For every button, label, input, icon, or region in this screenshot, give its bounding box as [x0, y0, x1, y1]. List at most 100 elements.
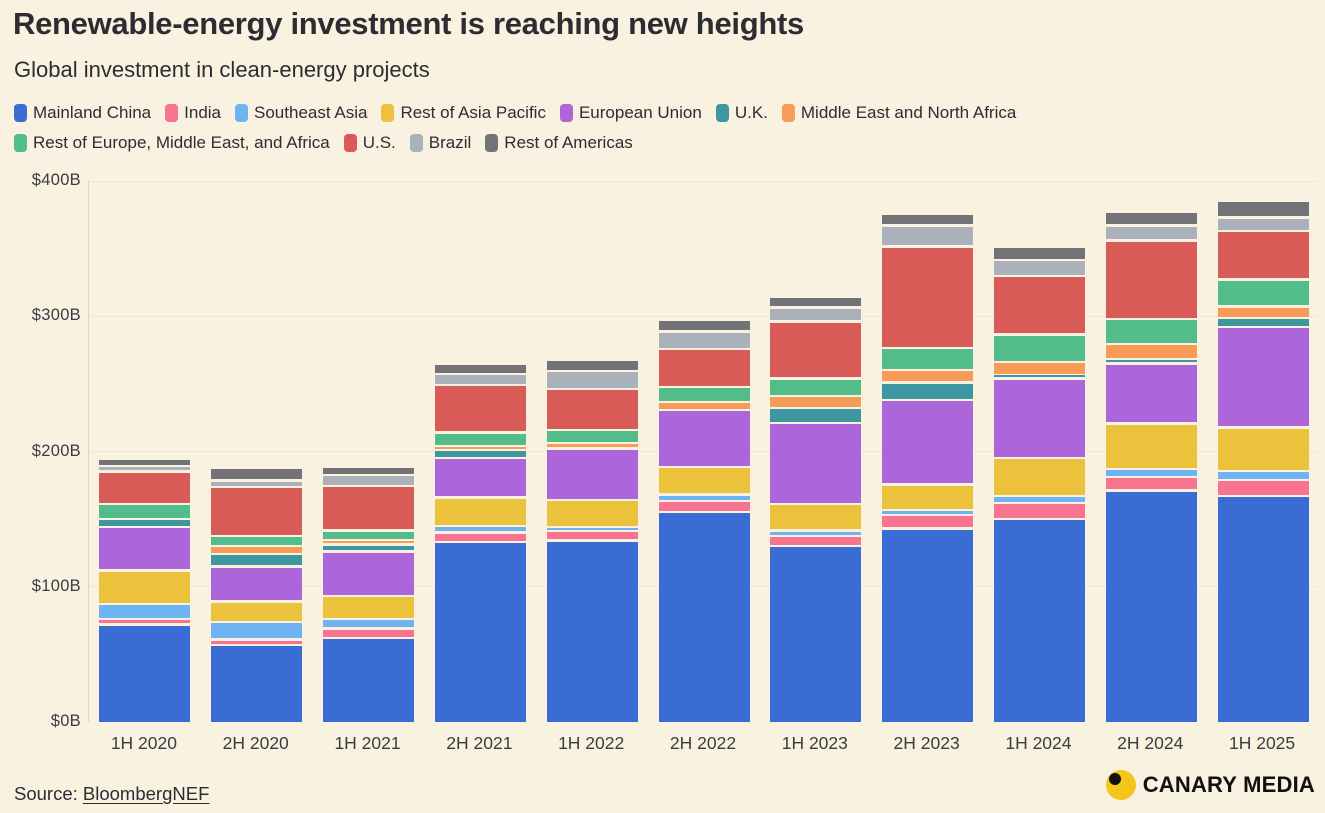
- legend-item-india: India: [165, 103, 221, 123]
- legend-item-southeast-asia: Southeast Asia: [235, 103, 367, 123]
- segment-rest-of-americas: [993, 247, 1085, 259]
- segment-u-s: [882, 247, 974, 347]
- segment-rest-of-europe-middle-east-and-africa: [882, 349, 974, 369]
- legend-swatch-icon: [165, 104, 179, 122]
- segment-european-union: [434, 459, 526, 497]
- segment-european-union: [323, 552, 415, 595]
- x-tick-label: 2H 2020: [222, 733, 289, 753]
- segment-european-union: [1217, 328, 1309, 427]
- segment-brazil: [770, 308, 862, 321]
- segment-u-k: [99, 520, 191, 526]
- legend-swatch-icon: [14, 104, 27, 122]
- segment-rest-of-asia-pacific: [546, 501, 638, 526]
- segment-india: [211, 640, 303, 644]
- legend-label: Southeast Asia: [254, 103, 368, 122]
- segment-u-s: [658, 350, 750, 386]
- legend-label: European Union: [578, 103, 702, 122]
- segment-u-k: [1105, 360, 1197, 363]
- segment-rest-of-americas: [434, 364, 526, 374]
- bar-1h-2022: [546, 181, 638, 722]
- bar-1h-2024: [993, 181, 1085, 722]
- segment-india: [770, 537, 862, 545]
- segment-rest-of-americas: [211, 469, 303, 480]
- segment-rest-of-americas: [1217, 201, 1309, 217]
- segment-india: [323, 629, 415, 637]
- chart-subtitle: Global investment in clean-energy projec…: [14, 57, 430, 82]
- segment-rest-of-americas: [546, 360, 638, 370]
- segment-european-union: [1105, 364, 1197, 423]
- segment-european-union: [658, 411, 750, 466]
- bar-2h-2022: [658, 181, 750, 722]
- segment-brazil: [323, 476, 415, 485]
- segment-rest-of-europe-middle-east-and-africa: [1217, 280, 1309, 306]
- bar-2h-2023: [882, 181, 974, 722]
- segment-rest-of-asia-pacific: [1105, 424, 1197, 468]
- legend-item-rest-of-americas: Rest of Americas: [485, 133, 633, 153]
- segment-brazil: [882, 226, 974, 246]
- segment-middle-east-and-north-africa: [993, 363, 1085, 374]
- bar-1h-2025: [1217, 181, 1309, 722]
- segment-u-k: [434, 451, 526, 457]
- y-tick-label: $100B: [31, 576, 81, 595]
- legend-item-european-union: European Union: [559, 103, 702, 123]
- brand-logo: CANARY MEDIA: [1105, 770, 1315, 800]
- plot-area: [88, 180, 1318, 722]
- segment-india: [658, 501, 750, 512]
- segment-india: [1217, 480, 1309, 495]
- segment-u-s: [323, 487, 415, 530]
- legend-swatch-icon: [485, 134, 499, 152]
- segment-rest-of-asia-pacific: [993, 459, 1085, 495]
- segment-u-s: [99, 472, 191, 503]
- segment-middle-east-and-north-africa: [770, 397, 862, 407]
- segment-european-union: [99, 528, 191, 570]
- legend-label: Rest of Americas: [504, 133, 633, 152]
- segment-southeast-asia: [770, 531, 862, 535]
- segment-india: [546, 532, 638, 540]
- x-tick-label: 2H 2024: [1117, 733, 1184, 753]
- segment-southeast-asia: [323, 620, 415, 628]
- segment-european-union: [770, 424, 862, 503]
- x-tick-label: 1H 2024: [1005, 733, 1072, 753]
- segment-brazil: [434, 375, 526, 384]
- segment-rest-of-asia-pacific: [323, 597, 415, 618]
- segment-brazil: [99, 467, 191, 471]
- segment-mainland-china: [658, 513, 750, 722]
- legend-label: Rest of Asia Pacific: [400, 103, 546, 122]
- segment-rest-of-europe-middle-east-and-africa: [658, 388, 750, 401]
- segment-u-s: [546, 390, 638, 429]
- segment-brazil: [993, 261, 1085, 275]
- y-tick-label: $400B: [31, 171, 81, 189]
- segment-rest-of-europe-middle-east-and-africa: [993, 335, 1085, 361]
- x-tick-label: 1H 2023: [781, 733, 848, 753]
- segment-middle-east-and-north-africa: [1105, 345, 1197, 359]
- segment-rest-of-asia-pacific: [882, 485, 974, 509]
- segment-brazil: [1105, 226, 1197, 240]
- segment-india: [434, 533, 526, 541]
- segment-mainland-china: [993, 520, 1085, 722]
- segment-u-k: [1217, 319, 1309, 326]
- source-prefix: Source:: [14, 783, 83, 804]
- segment-india: [882, 516, 974, 528]
- legend-label: Mainland China: [33, 103, 152, 122]
- segment-u-s: [434, 386, 526, 432]
- legend-item-mainland-china: Mainland China: [14, 103, 151, 123]
- segment-southeast-asia: [434, 526, 526, 532]
- segment-rest-of-europe-middle-east-and-africa: [323, 531, 415, 540]
- x-tick-label: 2H 2022: [669, 733, 737, 753]
- segment-rest-of-americas: [323, 468, 415, 474]
- segment-u-k: [323, 545, 415, 551]
- legend: Mainland China India Southeast Asia Rest of…: [14, 103, 1314, 153]
- legend-swatch-icon: [715, 104, 729, 122]
- segment-southeast-asia: [1217, 472, 1309, 479]
- legend-item-rest-of-asia-pacific: Rest of Asia Pacific: [381, 103, 546, 123]
- legend-swatch-icon: [781, 104, 795, 122]
- segment-india: [99, 620, 191, 624]
- x-tick-label: 2H 2021: [446, 733, 513, 753]
- source-link[interactable]: BloombergNEF: [82, 783, 210, 804]
- segment-mainland-china: [770, 547, 862, 722]
- segment-mainland-china: [434, 543, 526, 722]
- logo-dot: [1108, 773, 1121, 785]
- legend-label: U.S.: [362, 133, 396, 152]
- x-tick-label: 1H 2025: [1228, 733, 1296, 753]
